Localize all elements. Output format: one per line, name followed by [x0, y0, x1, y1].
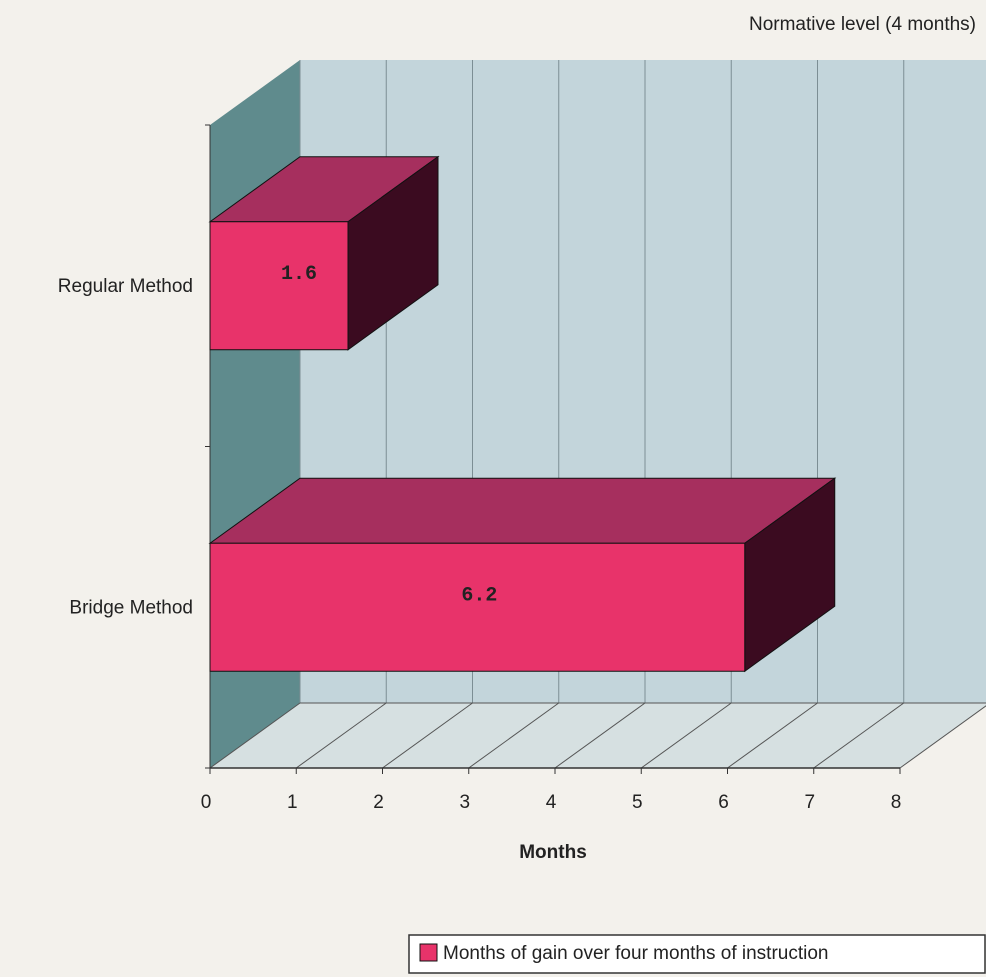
y-tick-label: Bridge Method: [69, 597, 193, 618]
floor-grid-line: [382, 702, 473, 769]
floor-grid-line: [295, 702, 387, 769]
floor-grid-line: [640, 702, 732, 769]
x-tick-label: 7: [804, 792, 815, 813]
floor-grid-line: [209, 702, 301, 769]
x-tick-label: 2: [373, 792, 384, 813]
y-tick-label: Regular Method: [58, 276, 193, 297]
floor: [210, 703, 986, 768]
floor-grid-line: [899, 705, 986, 769]
x-tick-label: 5: [632, 792, 643, 813]
floor-grid-line: [813, 702, 905, 769]
annotation: Normative level (4 months): [749, 14, 976, 35]
bar-top: [208, 477, 837, 544]
value-label: 6.2: [461, 585, 497, 608]
x-tick-label: 6: [718, 792, 729, 813]
legend-box: [408, 934, 986, 974]
x-tick-label: 8: [891, 792, 902, 813]
legend-swatch: [419, 943, 438, 962]
legend-label: Months of gain over four months of instr…: [443, 943, 828, 964]
x-tick-label: 1: [287, 792, 298, 813]
floor-grid-line: [554, 702, 646, 769]
value-label: 1.6: [281, 263, 317, 286]
floor-grid-line: [468, 702, 560, 769]
x-tick-label: 3: [459, 792, 470, 813]
floor-grid-line: [727, 702, 818, 769]
x-tick-label: 4: [546, 792, 557, 813]
bar: [209, 221, 349, 351]
bar: [209, 542, 746, 672]
x-tick-label: 0: [201, 792, 212, 813]
floor-edge: [900, 703, 986, 768]
x-axis-label: Months: [519, 842, 587, 863]
